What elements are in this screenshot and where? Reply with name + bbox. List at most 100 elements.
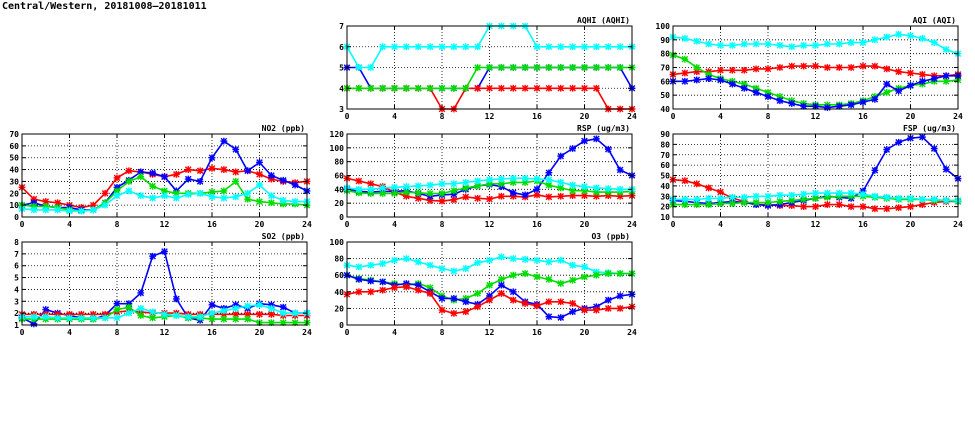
o3-point-green [497, 275, 505, 283]
rsp-point-green [426, 190, 434, 197]
rsp-point-red [450, 196, 458, 204]
rsp-point-cyan [438, 180, 446, 188]
so2-point-red [137, 308, 145, 316]
fsp-point-green [728, 200, 736, 207]
so2-point-green [137, 312, 145, 319]
aqi-point-blue [907, 82, 914, 89]
fsp-point-cyan [740, 193, 748, 201]
page-title: Central/Western, 20181008–20181011 [2, 1, 207, 12]
no2-point-cyan [30, 206, 38, 214]
aqhi-ytick-label: 3 [339, 105, 344, 114]
rsp-point-cyan [367, 185, 375, 193]
aqhi-point-cyan [533, 43, 541, 51]
aqi-title: AQI (AQI) [913, 16, 956, 25]
no2-point-cyan [208, 193, 216, 201]
no2-ytick-label: 40 [9, 166, 19, 175]
fsp-point-blue [930, 145, 938, 152]
rsp-point-red [402, 192, 410, 200]
aqi-point-red [871, 62, 879, 70]
rsp-point-red [509, 192, 517, 200]
so2-point-red [267, 310, 275, 318]
rsp-point-red [474, 194, 482, 202]
so2-point-green [208, 315, 216, 323]
no2-point-blue [267, 172, 275, 179]
fsp-point-blue [918, 133, 926, 141]
no2-point-red [54, 199, 62, 207]
so2-point-blue [113, 300, 121, 308]
aqhi-point-green [414, 84, 422, 92]
o3-point-red [616, 305, 624, 312]
so2-xtick-label: 12 [160, 328, 170, 337]
o3-point-blue [367, 277, 375, 285]
o3-point-red [414, 286, 422, 294]
aqi-point-blue [883, 80, 891, 88]
fsp-point-cyan [788, 191, 796, 199]
so2-point-cyan [267, 305, 275, 312]
o3-point-cyan [391, 256, 398, 264]
no2-point-green [208, 188, 216, 196]
aqi-point-red [681, 69, 689, 77]
fsp-ytick-label: 10 [660, 213, 670, 222]
fsp-point-cyan [895, 194, 903, 202]
rsp-point-blue [533, 185, 541, 193]
fsp-point-cyan [717, 194, 724, 202]
aqi-point-red [907, 69, 914, 77]
aqi-point-green [776, 93, 784, 100]
so2-point-red [54, 310, 62, 318]
aqi-point-blue [918, 77, 926, 85]
fsp-ytick-label: 70 [660, 151, 670, 160]
aqi-point-red [918, 71, 926, 78]
fsp-point-green [740, 199, 748, 206]
fsp-point-green [717, 200, 724, 207]
o3-point-blue [379, 278, 387, 286]
o3-point-red [379, 286, 387, 294]
no2-point-cyan [161, 192, 168, 200]
so2-point-cyan [42, 313, 50, 321]
aqi-point-blue [942, 72, 950, 80]
o3-point-blue [557, 314, 565, 321]
aqi-point-cyan [847, 39, 855, 46]
fsp-point-green [705, 201, 713, 208]
rsp-point-green [474, 182, 482, 190]
no2-point-red [172, 170, 180, 178]
rsp-xtick-label: 24 [627, 220, 637, 229]
rsp-point-red [355, 177, 363, 185]
fsp-point-cyan [728, 193, 736, 201]
aqhi-point-green [438, 84, 446, 92]
rsp-point-blue [521, 191, 529, 199]
o3-ytick-label: 100 [330, 238, 345, 247]
aqi-point-red [776, 64, 784, 71]
fsp-point-blue [907, 134, 914, 142]
o3-ytick-label: 60 [334, 271, 344, 280]
no2-point-red [196, 167, 204, 175]
o3-point-cyan [557, 256, 565, 264]
fsp-point-cyan [823, 189, 831, 197]
fsp-point-red [907, 203, 914, 211]
aqhi-point-green [367, 84, 375, 92]
no2-point-red [232, 168, 240, 176]
aqhi-point-cyan [557, 43, 565, 51]
o3-point-cyan [355, 263, 363, 271]
fsp-point-blue [883, 146, 891, 153]
so2-point-cyan [161, 310, 168, 318]
o3-xtick-label: 8 [440, 328, 445, 337]
o3-point-red [497, 290, 505, 297]
no2-point-green [232, 178, 240, 185]
rsp-point-green [391, 190, 398, 197]
so2-point-green [220, 315, 228, 323]
o3-ytick-label: 80 [334, 255, 344, 264]
so2-ytick-label: 4 [14, 285, 19, 294]
aqhi-point-green [604, 64, 612, 71]
aqhi-xtick-label: 20 [580, 112, 590, 121]
aqi-point-blue [752, 89, 760, 96]
o3-point-cyan [533, 256, 541, 264]
so2-point-green [291, 319, 299, 327]
rsp-point-green [462, 184, 470, 192]
no2-point-cyan [54, 206, 62, 214]
aqhi-point-red [521, 84, 529, 92]
no2-point-red [256, 170, 263, 178]
o3-point-cyan [521, 256, 529, 263]
so2-point-blue [267, 301, 275, 309]
fsp-point-green [812, 194, 819, 202]
aqhi-point-green [581, 64, 588, 71]
